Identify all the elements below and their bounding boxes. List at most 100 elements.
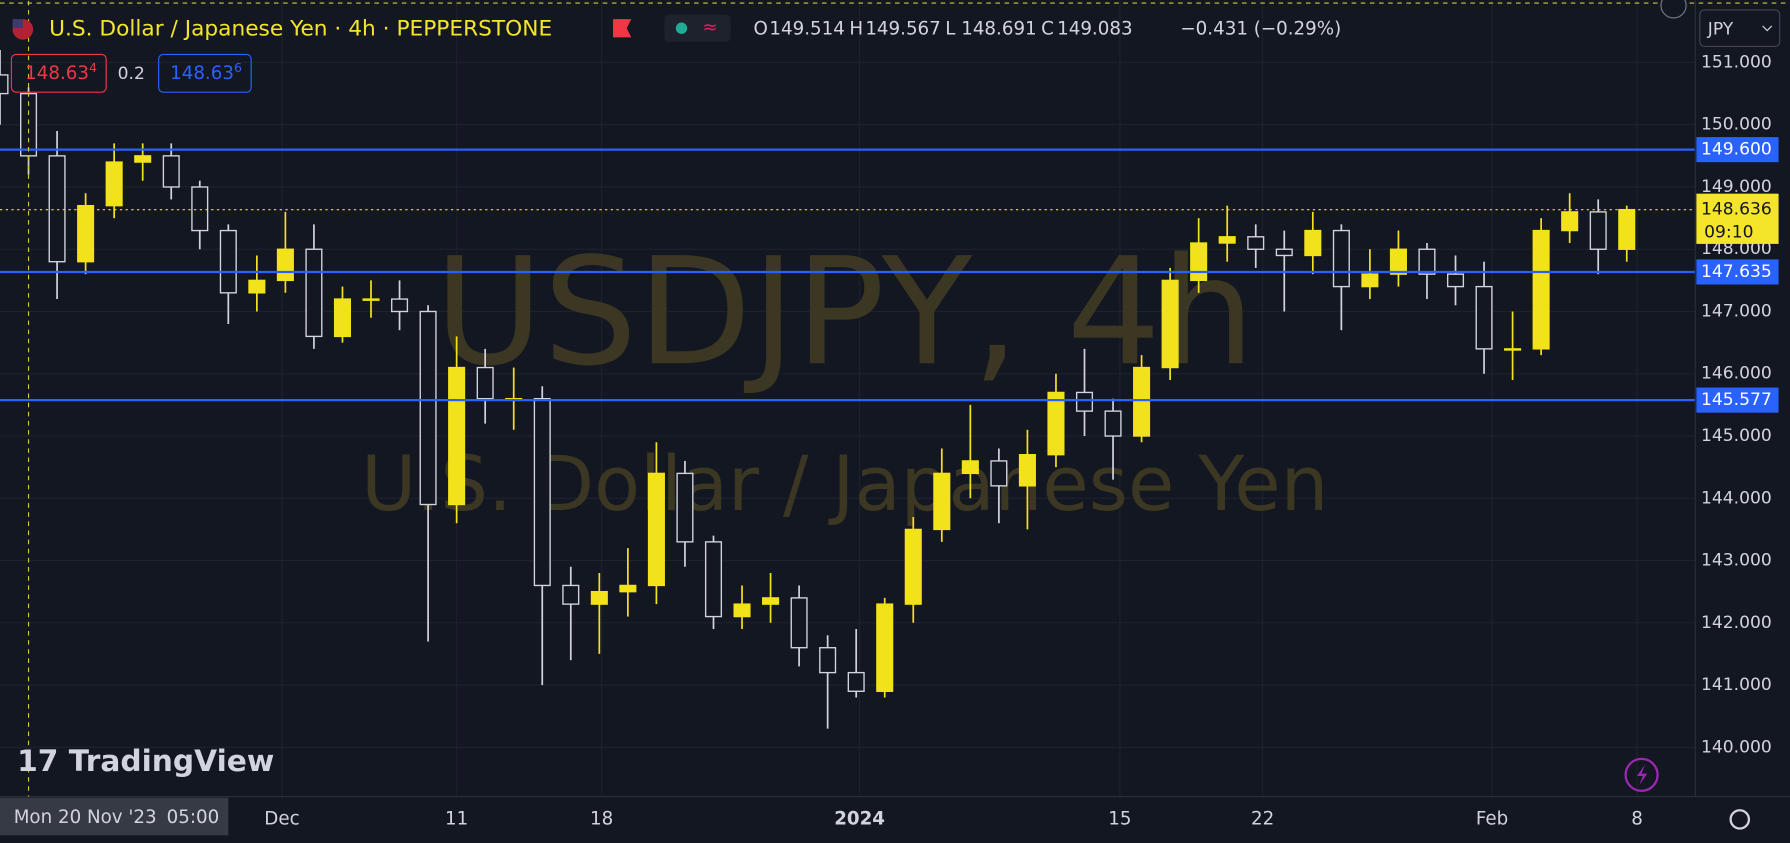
y-tick-label: 143.000 bbox=[1701, 551, 1772, 571]
y-tick-label: 147.000 bbox=[1701, 302, 1772, 322]
candle-body bbox=[704, 541, 723, 618]
settings-button[interactable] bbox=[1729, 809, 1751, 830]
candle-body bbox=[391, 298, 409, 313]
candle-body bbox=[362, 298, 380, 301]
candle-body bbox=[533, 397, 551, 587]
sell-main[interactable]: 148.63 bbox=[25, 63, 89, 84]
y-tick-label: 140.000 bbox=[1701, 737, 1772, 757]
x-tick-label: 18 bbox=[590, 808, 613, 829]
status-wave: ≈ bbox=[702, 17, 717, 38]
candle-body bbox=[590, 590, 608, 605]
currency-dropdown[interactable] bbox=[1699, 9, 1781, 48]
candle-body bbox=[961, 460, 979, 475]
candle-body bbox=[276, 248, 294, 282]
candle-body bbox=[1332, 229, 1350, 288]
candle-body bbox=[448, 366, 466, 506]
candle-body bbox=[48, 155, 66, 263]
crosshair-time: 05:00 bbox=[167, 807, 220, 828]
level-label: 145.577 bbox=[1701, 390, 1772, 410]
y-tick-label: 146.000 bbox=[1701, 364, 1772, 384]
crosshair-date: Mon 20 Nov '23 bbox=[14, 807, 157, 828]
candle-body bbox=[1532, 229, 1550, 350]
candle-body bbox=[847, 671, 865, 692]
buy-button[interactable] bbox=[158, 53, 252, 93]
candle-body bbox=[1018, 454, 1036, 487]
dropdown-arrow bbox=[1762, 25, 1773, 32]
candle-body bbox=[1133, 366, 1151, 437]
candle-body bbox=[647, 472, 665, 587]
candle-body bbox=[876, 603, 894, 692]
ohlc-key: H bbox=[849, 18, 863, 39]
x-tick-label: 15 bbox=[1108, 808, 1131, 829]
candle-body bbox=[0, 74, 9, 95]
candle-body bbox=[1075, 391, 1094, 412]
candle-body bbox=[333, 298, 352, 338]
sell-price[interactable]: 148.634 bbox=[25, 60, 97, 84]
change: −0.431 (−0.29%) bbox=[1180, 18, 1341, 39]
candle-body bbox=[305, 248, 323, 338]
candle-body bbox=[1218, 236, 1236, 244]
candle-body bbox=[1561, 211, 1579, 232]
buy-price[interactable]: 148.636 bbox=[170, 60, 242, 84]
candle-body bbox=[1475, 285, 1493, 350]
level-label: 147.635 bbox=[1701, 262, 1772, 282]
y-tick-label: 141.000 bbox=[1701, 675, 1772, 695]
x-tick-label: 8 bbox=[1631, 808, 1643, 829]
plot bbox=[0, 50, 1696, 729]
candle-body bbox=[1389, 248, 1407, 275]
symbol-title[interactable]: U.S. Dollar / Japanese Yen · 4h · PEPPER… bbox=[49, 16, 552, 41]
candle-body bbox=[790, 597, 808, 649]
ohlc-value: 149.514 bbox=[769, 18, 844, 39]
sell-button[interactable] bbox=[10, 53, 107, 93]
candle-body bbox=[1618, 208, 1636, 250]
ohlc-key: O bbox=[753, 18, 767, 39]
watermark-title: USDJPY, 4h bbox=[435, 225, 1255, 398]
sell-pip[interactable]: 4 bbox=[89, 60, 97, 75]
candle-body bbox=[676, 472, 694, 543]
candle-body bbox=[105, 161, 123, 207]
candle-body bbox=[1418, 248, 1436, 275]
add-button[interactable] bbox=[1660, 0, 1687, 19]
y-tick-label: 145.000 bbox=[1701, 426, 1772, 446]
brand-logo: 17 TradingView bbox=[17, 743, 274, 778]
candle-body bbox=[1247, 236, 1265, 250]
y-tick-label: 151.000 bbox=[1701, 52, 1772, 72]
x-tick-label: Dec bbox=[264, 808, 299, 829]
ohlc-legend: O 149.514 H 149.567 L 148.691 C 149.083 bbox=[753, 18, 1132, 39]
flag-mark[interactable] bbox=[613, 19, 632, 38]
x-tick-label: 22 bbox=[1251, 808, 1274, 829]
buy-pip[interactable]: 6 bbox=[234, 60, 242, 75]
candle-body bbox=[248, 279, 266, 294]
candle-body bbox=[1589, 211, 1607, 250]
x-tick-label: 2024 bbox=[834, 808, 885, 829]
candle-body bbox=[77, 204, 95, 263]
candle-body bbox=[419, 310, 437, 506]
x-tick-label: Feb bbox=[1476, 808, 1508, 829]
candle-body bbox=[904, 528, 922, 605]
flag-canton bbox=[12, 19, 23, 29]
currency[interactable]: JPY bbox=[1707, 19, 1734, 39]
y-tick-label: 144.000 bbox=[1701, 488, 1772, 508]
x-tick-label: 11 bbox=[445, 808, 468, 829]
y-tick-label: 142.000 bbox=[1701, 613, 1772, 633]
level-label-box bbox=[1696, 387, 1779, 413]
ohlc-value: 148.691 bbox=[961, 18, 1036, 39]
candle-body bbox=[1446, 273, 1465, 288]
candle-body bbox=[162, 155, 180, 188]
candle-body bbox=[990, 460, 1008, 487]
candle-body bbox=[733, 603, 751, 618]
crosshair-label bbox=[0, 797, 229, 836]
candle-body bbox=[134, 155, 152, 163]
last-price-box bbox=[1696, 193, 1779, 244]
buy-main[interactable]: 148.63 bbox=[170, 63, 234, 84]
candle-body bbox=[819, 647, 837, 674]
ohlc-value: 149.083 bbox=[1057, 18, 1132, 39]
candle-body bbox=[1190, 242, 1208, 282]
lightning-button[interactable] bbox=[1624, 757, 1659, 792]
candle-body bbox=[219, 229, 237, 294]
candle-body bbox=[1504, 348, 1522, 351]
level-label-box bbox=[1696, 137, 1779, 163]
status-pill bbox=[664, 14, 731, 42]
